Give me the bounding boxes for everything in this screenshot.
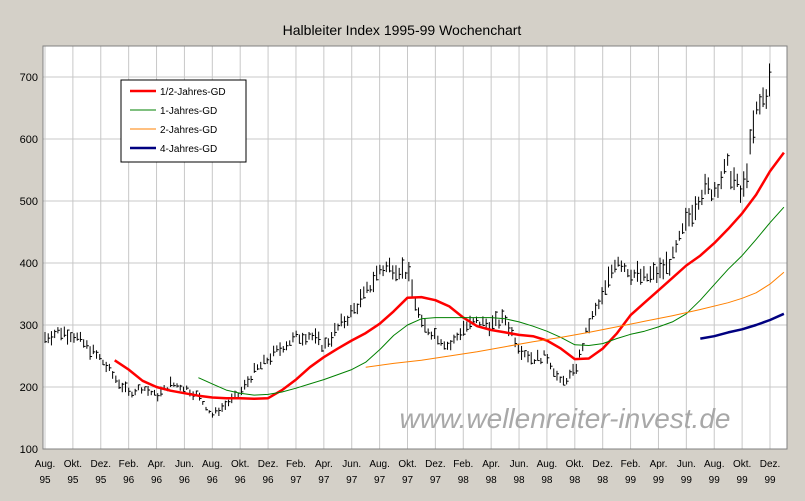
x-tick-month: Jun. [175,459,194,470]
plot-border [42,45,788,450]
x-tick-month: Jun. [510,459,529,470]
x-tick-month: Aug. [537,459,558,470]
x-tick-month: Apr. [148,459,166,470]
y-tick-label: 500 [20,196,38,208]
x-tick-year: 97 [430,475,442,486]
series-line-1 [114,151,785,401]
x-tick-year: 96 [123,475,135,486]
legend-label: 4-Jahres-GD [160,144,217,155]
x-tick-month: Dez. [592,459,613,470]
legend: 1/2-Jahres-GD 1-Jahres-GD 2-Jahres-GD 4-Jah… [120,79,247,163]
x-tick-year: 99 [709,475,721,486]
x-tick-year: 95 [67,475,79,486]
x-tick-year: 96 [235,475,247,486]
legend-label: 1-Jahres-GD [160,106,217,117]
x-tick-year: 99 [653,475,665,486]
x-tick-year: 99 [625,475,637,486]
x-tick-month: Okt. [566,459,584,470]
x-tick-month: Aug. [202,459,223,470]
x-tick-year: 97 [346,475,358,486]
y-tick-label: 300 [20,320,38,332]
x-axis: Aug. 95 Okt. 95 Dez. 95 Feb. 96 Apr. 96 Jun. 96 Aug.… [35,459,781,486]
watermark: www.wellenreiter-invest.de [400,403,731,434]
x-tick-month: Aug. [704,459,725,470]
legend-label: 2-Jahres-GD [160,125,217,136]
moving-average-lines [114,151,785,401]
x-tick-year: 95 [39,475,51,486]
x-tick-month: Okt. [64,459,82,470]
x-tick-month: Dez. [760,459,781,470]
x-tick-month: Feb. [286,459,306,470]
x-tick-month: Apr. [315,459,333,470]
y-tick-label: 400 [20,258,38,270]
y-axis: 100 200 300 400 500 600 700 [20,72,38,456]
x-tick-year: 96 [263,475,275,486]
x-tick-month: Okt. [733,459,751,470]
x-tick-year: 98 [458,475,470,486]
series-line-4 [700,312,785,340]
x-tick-year: 97 [318,475,330,486]
legend-label: 1/2-Jahres-GD [160,87,226,98]
x-tick-year: 98 [541,475,553,486]
x-tick-year: 96 [179,475,191,486]
x-tick-month: Okt. [231,459,249,470]
x-tick-year: 98 [597,475,609,486]
chart-title: Halbleiter Index 1995-99 Wochenchart [283,22,522,38]
x-tick-month: Dez. [425,459,446,470]
x-tick-year: 99 [737,475,749,486]
x-tick-year: 99 [764,475,776,486]
x-tick-year: 97 [374,475,386,486]
x-tick-month: Feb. [453,459,473,470]
y-tick-label: 100 [20,444,38,456]
x-tick-year: 98 [486,475,498,486]
y-tick-label: 600 [20,134,38,146]
x-tick-month: Dez. [258,459,279,470]
x-tick-month: Dez. [90,459,111,470]
x-tick-month: Apr. [650,459,668,470]
series-line-3 [365,271,785,368]
x-tick-year: 99 [681,475,693,486]
x-tick-month: Feb. [621,459,641,470]
x-tick-year: 95 [95,475,107,486]
x-tick-year: 96 [151,475,163,486]
x-tick-year: 97 [402,475,414,486]
y-tick-label: 700 [20,72,38,84]
y-tick-label: 200 [20,382,38,394]
x-tick-month: Apr. [482,459,500,470]
x-tick-month: Aug. [35,459,56,470]
x-tick-month: Jun. [677,459,696,470]
x-tick-year: 98 [513,475,525,486]
x-tick-year: 98 [569,475,581,486]
x-tick-month: Feb. [119,459,139,470]
x-tick-year: 96 [207,475,219,486]
x-tick-month: Jun. [342,459,361,470]
x-tick-month: Okt. [398,459,416,470]
x-tick-year: 97 [290,475,302,486]
series-line-2 [198,206,785,396]
x-tick-month: Aug. [369,459,390,470]
price-bars [44,63,772,418]
